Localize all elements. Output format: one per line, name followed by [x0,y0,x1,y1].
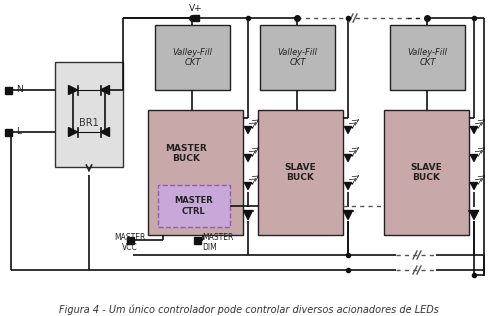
Polygon shape [345,183,352,190]
Polygon shape [69,86,78,94]
Bar [148,110,243,235]
Polygon shape [471,183,478,190]
Bar [55,62,123,167]
Polygon shape [245,155,251,161]
Polygon shape [69,127,78,137]
Polygon shape [345,126,352,133]
Bar [4,87,11,94]
Text: MASTER
CTRL: MASTER CTRL [175,196,213,216]
Polygon shape [245,183,251,190]
Polygon shape [470,210,479,220]
Text: Figura 4 - Um único controlador pode controlar diversos acionadores de LEDs: Figura 4 - Um único controlador pode con… [59,305,439,315]
Bar [384,110,469,235]
Bar [126,236,133,244]
Polygon shape [245,126,251,133]
Polygon shape [101,127,110,137]
Bar [155,25,230,90]
Bar [194,236,201,244]
Text: SLAVE
BUCK: SLAVE BUCK [285,163,316,182]
Polygon shape [101,86,110,94]
Bar [4,129,11,136]
Bar [390,25,465,90]
Text: MASTER
VCC: MASTER VCC [115,233,146,252]
Text: L: L [16,127,21,137]
Text: Valley-Fill
CKT: Valley-Fill CKT [172,48,213,67]
Text: SLAVE
BUCK: SLAVE BUCK [411,163,442,182]
Bar [158,185,230,227]
Text: MASTER
DIM: MASTER DIM [202,233,234,252]
Polygon shape [344,210,353,220]
Polygon shape [471,155,478,161]
Text: Valley-Fill
CKT: Valley-Fill CKT [407,48,448,67]
Bar [193,15,199,21]
Bar [258,110,343,235]
Polygon shape [244,210,252,220]
Text: N: N [16,86,23,94]
Bar [260,25,335,90]
Text: Valley-Fill
CKT: Valley-Fill CKT [277,48,318,67]
Text: BR1: BR1 [79,118,99,128]
Polygon shape [471,126,478,133]
Text: MASTER
BUCK: MASTER BUCK [165,144,207,163]
Polygon shape [345,155,352,161]
Text: V+: V+ [189,4,203,13]
